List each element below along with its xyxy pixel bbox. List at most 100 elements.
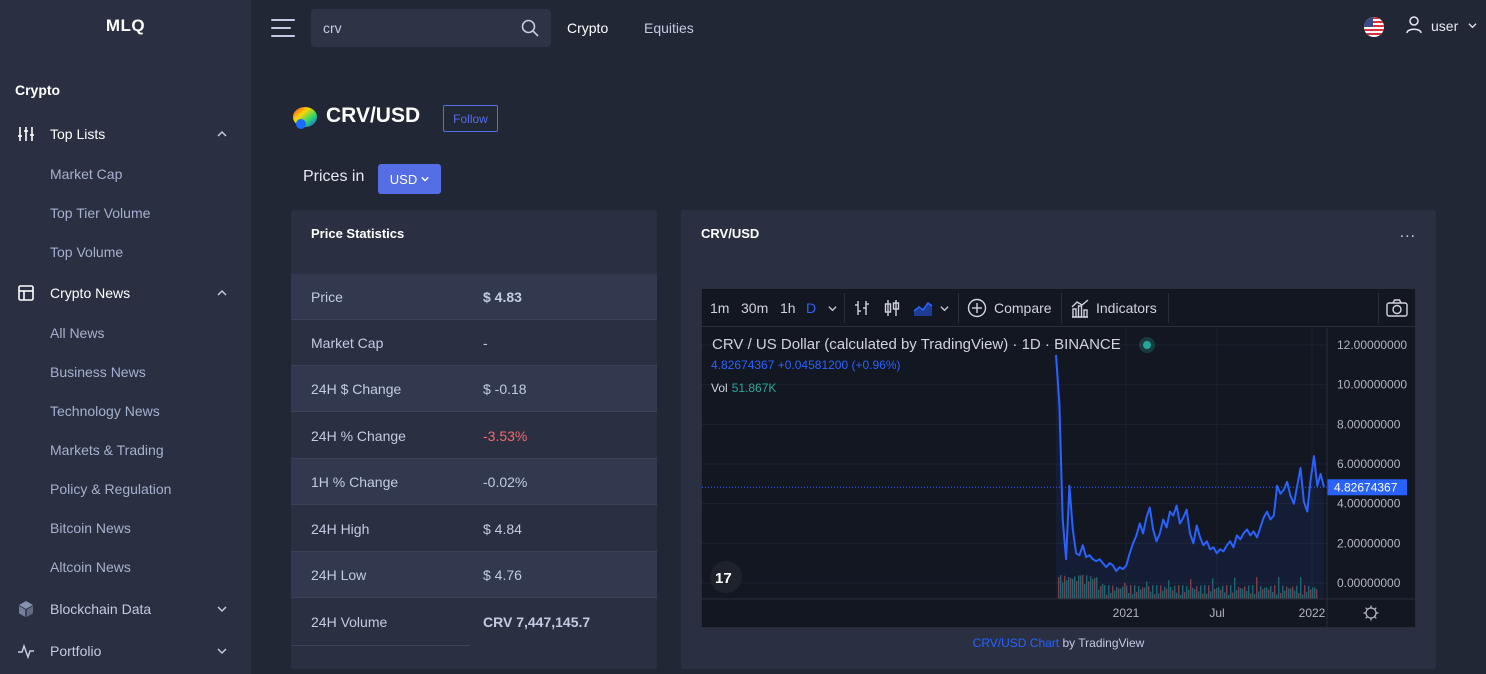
nav-crypto[interactable]: Crypto <box>567 20 609 36</box>
search-input[interactable] <box>323 9 513 47</box>
currency-dropdown[interactable]: USD <box>378 164 441 194</box>
sidebar-item-portfolio[interactable]: Portfolio <box>0 640 251 662</box>
volume-bar <box>1212 578 1214 599</box>
page-title: CRV/USD <box>326 104 421 127</box>
status-dot-icon <box>1142 341 1151 350</box>
volume-bar <box>1222 585 1224 599</box>
volume-bar <box>1142 587 1144 599</box>
volume-bar <box>1256 577 1258 599</box>
candles-chart-icon[interactable] <box>883 299 901 317</box>
volume-bar <box>1298 592 1300 599</box>
activity-icon <box>17 642 35 660</box>
volume-bar <box>1312 587 1314 599</box>
volume-bar <box>1098 589 1100 599</box>
volume-bar <box>1250 593 1252 599</box>
interval-1h[interactable]: 1h <box>780 300 796 316</box>
add-compare-icon[interactable] <box>967 298 987 318</box>
price-chart[interactable]: 12.00000000 10.00000000 8.00000000 6.000000… <box>702 328 1415 627</box>
price-line <box>1055 354 1325 573</box>
chevron-down-icon[interactable] <box>940 304 949 313</box>
user-icon[interactable] <box>1406 16 1422 34</box>
cube-icon <box>17 600 35 618</box>
volume-bar <box>1224 592 1226 599</box>
search-icon[interactable] <box>521 19 539 37</box>
y-tick-label: 2.00000000 <box>1337 536 1401 550</box>
crv-logo-icon <box>293 107 317 129</box>
interval-d[interactable]: D <box>806 300 817 316</box>
volume-bar <box>1170 586 1172 599</box>
stat-label: Market Cap <box>311 335 384 351</box>
nav-equities[interactable]: Equities <box>644 20 694 36</box>
y-tick-label: 8.00000000 <box>1337 417 1401 431</box>
stat-label: 24H % Change <box>311 428 406 444</box>
volume-bar <box>1064 575 1066 599</box>
sidebar-item-technology-news[interactable]: Technology News <box>50 403 160 419</box>
chart-credit: CRV/USD Chart by TradingView <box>681 636 1436 650</box>
volume-bar <box>1128 593 1130 599</box>
sidebar-item-top-tier-volume[interactable]: Top Tier Volume <box>50 205 151 221</box>
volume-bar <box>1260 586 1262 599</box>
volume-bar <box>1114 590 1116 599</box>
y-tick-label: 0.00000000 <box>1337 576 1401 590</box>
sidebar-item-bitcoin-news[interactable]: Bitcoin News <box>50 520 131 536</box>
bars-chart-icon[interactable] <box>853 299 871 317</box>
volume-bar <box>1146 581 1148 599</box>
volume-bar <box>1280 592 1282 599</box>
camera-icon[interactable] <box>1386 298 1408 318</box>
compare-button[interactable]: Compare <box>994 300 1052 316</box>
stat-value: $ -0.18 <box>483 381 527 397</box>
us-flag-icon[interactable] <box>1364 17 1384 37</box>
user-name[interactable]: user <box>1431 18 1459 34</box>
volume-bar <box>1138 586 1140 599</box>
brand-logo[interactable]: MLQ <box>105 16 146 35</box>
chart-toolbar: 1m 30m 1h D Compare Indicators <box>702 289 1415 327</box>
stat-value: CRV 7,447,145.7 <box>483 614 591 630</box>
chevron-up-icon <box>217 289 227 296</box>
sidebar-item-top-volume[interactable]: Top Volume <box>50 244 124 260</box>
chevron-down-icon[interactable] <box>1468 21 1477 30</box>
sidebar-item-market-cap[interactable]: Market Cap <box>50 166 123 182</box>
more-options-icon[interactable]: ... <box>1399 224 1416 241</box>
volume-bar <box>1108 585 1110 599</box>
sidebar-item-blockchain-data[interactable]: Blockchain Data <box>0 598 251 620</box>
sidebar-item-all-news[interactable]: All News <box>50 325 105 341</box>
volume-bar <box>1156 585 1158 599</box>
volume-bar <box>1148 586 1150 599</box>
sidebar-section-title: Crypto <box>15 82 61 98</box>
volume-bar <box>1220 589 1222 599</box>
stat-row: Market Cap - <box>291 320 657 366</box>
volume-bar <box>1316 589 1318 599</box>
volume-bar <box>1240 588 1242 599</box>
indicators-icon[interactable] <box>1070 298 1090 318</box>
volume-bar <box>1232 592 1234 599</box>
sidebar-item-top-lists[interactable]: Top Lists <box>0 123 251 145</box>
sidebar-item-policy-regulation[interactable]: Policy & Regulation <box>50 481 172 497</box>
volume-bar <box>1072 578 1074 599</box>
volume-bar <box>1074 576 1076 599</box>
interval-30m[interactable]: 30m <box>741 300 769 316</box>
volume-bar <box>1060 575 1062 599</box>
volume-bar <box>1254 594 1256 599</box>
stat-label: 24H Low <box>311 567 367 583</box>
follow-button[interactable]: Follow <box>443 105 498 132</box>
sidebar-item-crypto-news[interactable]: Crypto News <box>0 282 251 304</box>
chevron-down-icon[interactable] <box>828 304 837 313</box>
sidebar-item-altcoin-news[interactable]: Altcoin News <box>50 559 131 575</box>
y-tick-label: 12.00000000 <box>1337 338 1407 352</box>
sidebar-item-business-news[interactable]: Business News <box>50 364 146 380</box>
indicators-button[interactable]: Indicators <box>1096 300 1157 316</box>
volume-bar <box>1290 588 1292 599</box>
stat-value: - <box>483 335 488 351</box>
sidebar-item-markets-trading[interactable]: Markets & Trading <box>50 442 164 458</box>
volume-bar <box>1252 585 1254 599</box>
volume-bar <box>1284 590 1286 599</box>
chart-credit-link[interactable]: CRV/USD Chart <box>972 636 1060 650</box>
stat-label: 24H $ Change <box>311 381 402 397</box>
volume-bar <box>1058 577 1060 599</box>
area-chart-icon[interactable] <box>913 299 933 317</box>
volume-bar <box>1304 585 1306 599</box>
tradingview-logo-mark: 17 <box>715 570 732 587</box>
menu-toggle-icon[interactable] <box>271 18 295 38</box>
interval-1m[interactable]: 1m <box>710 300 730 316</box>
layout-icon <box>17 284 35 302</box>
